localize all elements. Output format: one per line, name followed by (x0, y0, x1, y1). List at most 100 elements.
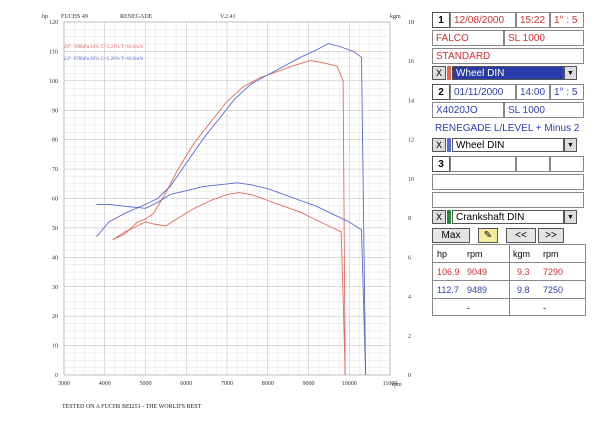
col-hp: hp (437, 249, 448, 259)
run1-name: FALCO (432, 30, 504, 46)
y-left-tick-label: 0 (55, 373, 58, 379)
chart-curves (96, 43, 367, 376)
footer-text: TESTED ON A FUCHS BEI251 - THE WORLD'S B… (62, 404, 202, 410)
run3-gear (550, 156, 584, 172)
run2-gear: 1° : 5 (550, 84, 584, 100)
crank-color-swatch (447, 210, 451, 224)
run2-date: 01/11/2000 (450, 84, 516, 100)
y-right-unit: kgm (390, 14, 401, 20)
run3-number[interactable]: 3 (432, 156, 450, 172)
y-right-tick-label: 10 (408, 177, 414, 183)
run-panel: 1 12/08/2000 15:22 1° : 5 FALCO SL 1000 … (432, 10, 596, 316)
y-right-tick-label: 18 (408, 20, 414, 26)
y-left-tick-label: 60 (52, 197, 58, 203)
run1-mode-select[interactable]: Wheel DIN (452, 66, 564, 80)
results-table: hp rpm kgm rpm 106.9 9049 9.3 7290 112.7… (432, 244, 586, 316)
legend-entry-red: 20°- 998hPa 44% C=5.21% T=18.6mN (64, 45, 143, 50)
run2-number[interactable]: 2 (432, 84, 450, 100)
crank-remove-button[interactable]: X (432, 210, 446, 224)
run2-max-hp-rpm: 9489 (467, 285, 488, 295)
col-rpm: rpm (467, 249, 483, 259)
run2-mode-dropdown[interactable]: X Wheel DIN ▼ (432, 137, 577, 153)
run3-note (432, 192, 584, 208)
run1-color-swatch (447, 66, 451, 80)
curve-left-0 (112, 60, 346, 376)
y-right-tick-label: 0 (408, 373, 411, 379)
pen-icon[interactable]: ✎ (478, 227, 498, 243)
legend-entry-blue: 23°- 978hPa 40% C=5.26% T=18.9mN (64, 57, 143, 62)
x-tick-label: 8000 (262, 381, 274, 387)
run2-max-kgm-rpm: 7250 (543, 285, 564, 295)
curve-right-3 (96, 182, 367, 376)
run3-max-hp: - (467, 303, 470, 313)
curve-right-2 (112, 192, 346, 376)
chevron-down-icon[interactable]: ▼ (564, 138, 577, 152)
y-left-tick-label: 20 (52, 314, 58, 320)
run1-max-hp-rpm: 9049 (467, 267, 488, 277)
chart-header-version: V.2.41 (220, 14, 236, 20)
run2-time: 14:00 (516, 84, 550, 100)
y-right-tick-label: 12 (408, 138, 414, 144)
run2-remove-button[interactable]: X (432, 138, 446, 152)
chart-header-center: RENEGADE (120, 14, 153, 20)
dyno-chart: 3000 4000 5000 6000 7000 8000 9000 10000 11000 0 1… (42, 14, 414, 388)
x-tick-label: 3000 (58, 381, 70, 387)
run1-date: 12/08/2000 (450, 12, 516, 28)
chart-grid (63, 21, 391, 376)
run2-max-kgm: 9.8 (517, 285, 530, 295)
run1-remove-button[interactable]: X (432, 66, 446, 80)
x-tick-label: 5000 (140, 381, 152, 387)
x-unit: rpm (392, 382, 402, 388)
prev-button[interactable]: << (506, 227, 536, 243)
run1-note: STANDARD (432, 48, 584, 64)
x-tick-label: 9000 (303, 381, 315, 387)
run2-name: X4020JO (432, 102, 504, 118)
col-rpm2: rpm (543, 249, 559, 259)
crank-mode-select[interactable]: Crankshaft DIN (452, 210, 564, 224)
run3-name (432, 174, 584, 190)
run3-date (450, 156, 516, 172)
run2-model: SL 1000 (504, 102, 584, 118)
run3-time (516, 156, 550, 172)
y-left-tick-label: 120 (49, 20, 58, 26)
run1-number[interactable]: 1 (432, 12, 450, 28)
y-right-tick-label: 8 (408, 216, 411, 222)
run2-mode-select[interactable]: Wheel DIN (452, 138, 564, 152)
max-button[interactable]: Max (432, 227, 470, 243)
x-tick-label: 7000 (221, 381, 233, 387)
next-button[interactable]: >> (538, 227, 564, 243)
y-left-tick-label: 50 (52, 226, 58, 232)
x-tick-label: 10000 (342, 381, 357, 387)
y-right-tick-label: 2 (408, 334, 411, 340)
y-left-tick-label: 110 (49, 49, 58, 55)
y-left-tick-label: 30 (52, 285, 58, 291)
run2-max-hp: 112.7 (437, 285, 459, 295)
run1-max-kgm-rpm: 7290 (543, 267, 564, 277)
y-left-tick-label: 70 (52, 167, 58, 173)
run1-gear: 1° : 5 (550, 12, 584, 28)
crankshaft-mode-dropdown[interactable]: X Crankshaft DIN ▼ (432, 209, 577, 225)
y-left-tick-label: 40 (52, 255, 58, 261)
chevron-down-icon[interactable]: ▼ (564, 210, 577, 224)
run1-model: SL 1000 (504, 30, 584, 46)
run2-color-swatch (447, 138, 451, 152)
y-left-tick-label: 80 (52, 138, 58, 144)
curve-left-1 (96, 43, 367, 376)
col-kgm: kgm (513, 249, 531, 259)
toolbar: Max ✎ << >> (432, 227, 564, 243)
x-tick-label: 6000 (180, 381, 192, 387)
chart-header-left: FUCHS 49 (61, 14, 88, 20)
run1-time: 15:22 (516, 12, 550, 28)
x-tick-label: 4000 (99, 381, 111, 387)
y-left-tick-label: 10 (52, 344, 58, 350)
run1-max-kgm: 9.3 (517, 267, 530, 277)
y-left-unit: hp (42, 14, 48, 20)
chevron-down-icon[interactable]: ▼ (564, 66, 577, 80)
run1-max-hp: 106.9 (437, 267, 460, 277)
y-right-tick-label: 6 (408, 255, 411, 261)
y-left-tick-label: 90 (52, 108, 58, 114)
y-right-tick-label: 14 (408, 98, 414, 104)
y-right-tick-label: 4 (408, 295, 411, 301)
run1-mode-dropdown[interactable]: X Wheel DIN ▼ (432, 65, 577, 81)
y-left-tick-label: 100 (49, 79, 58, 85)
